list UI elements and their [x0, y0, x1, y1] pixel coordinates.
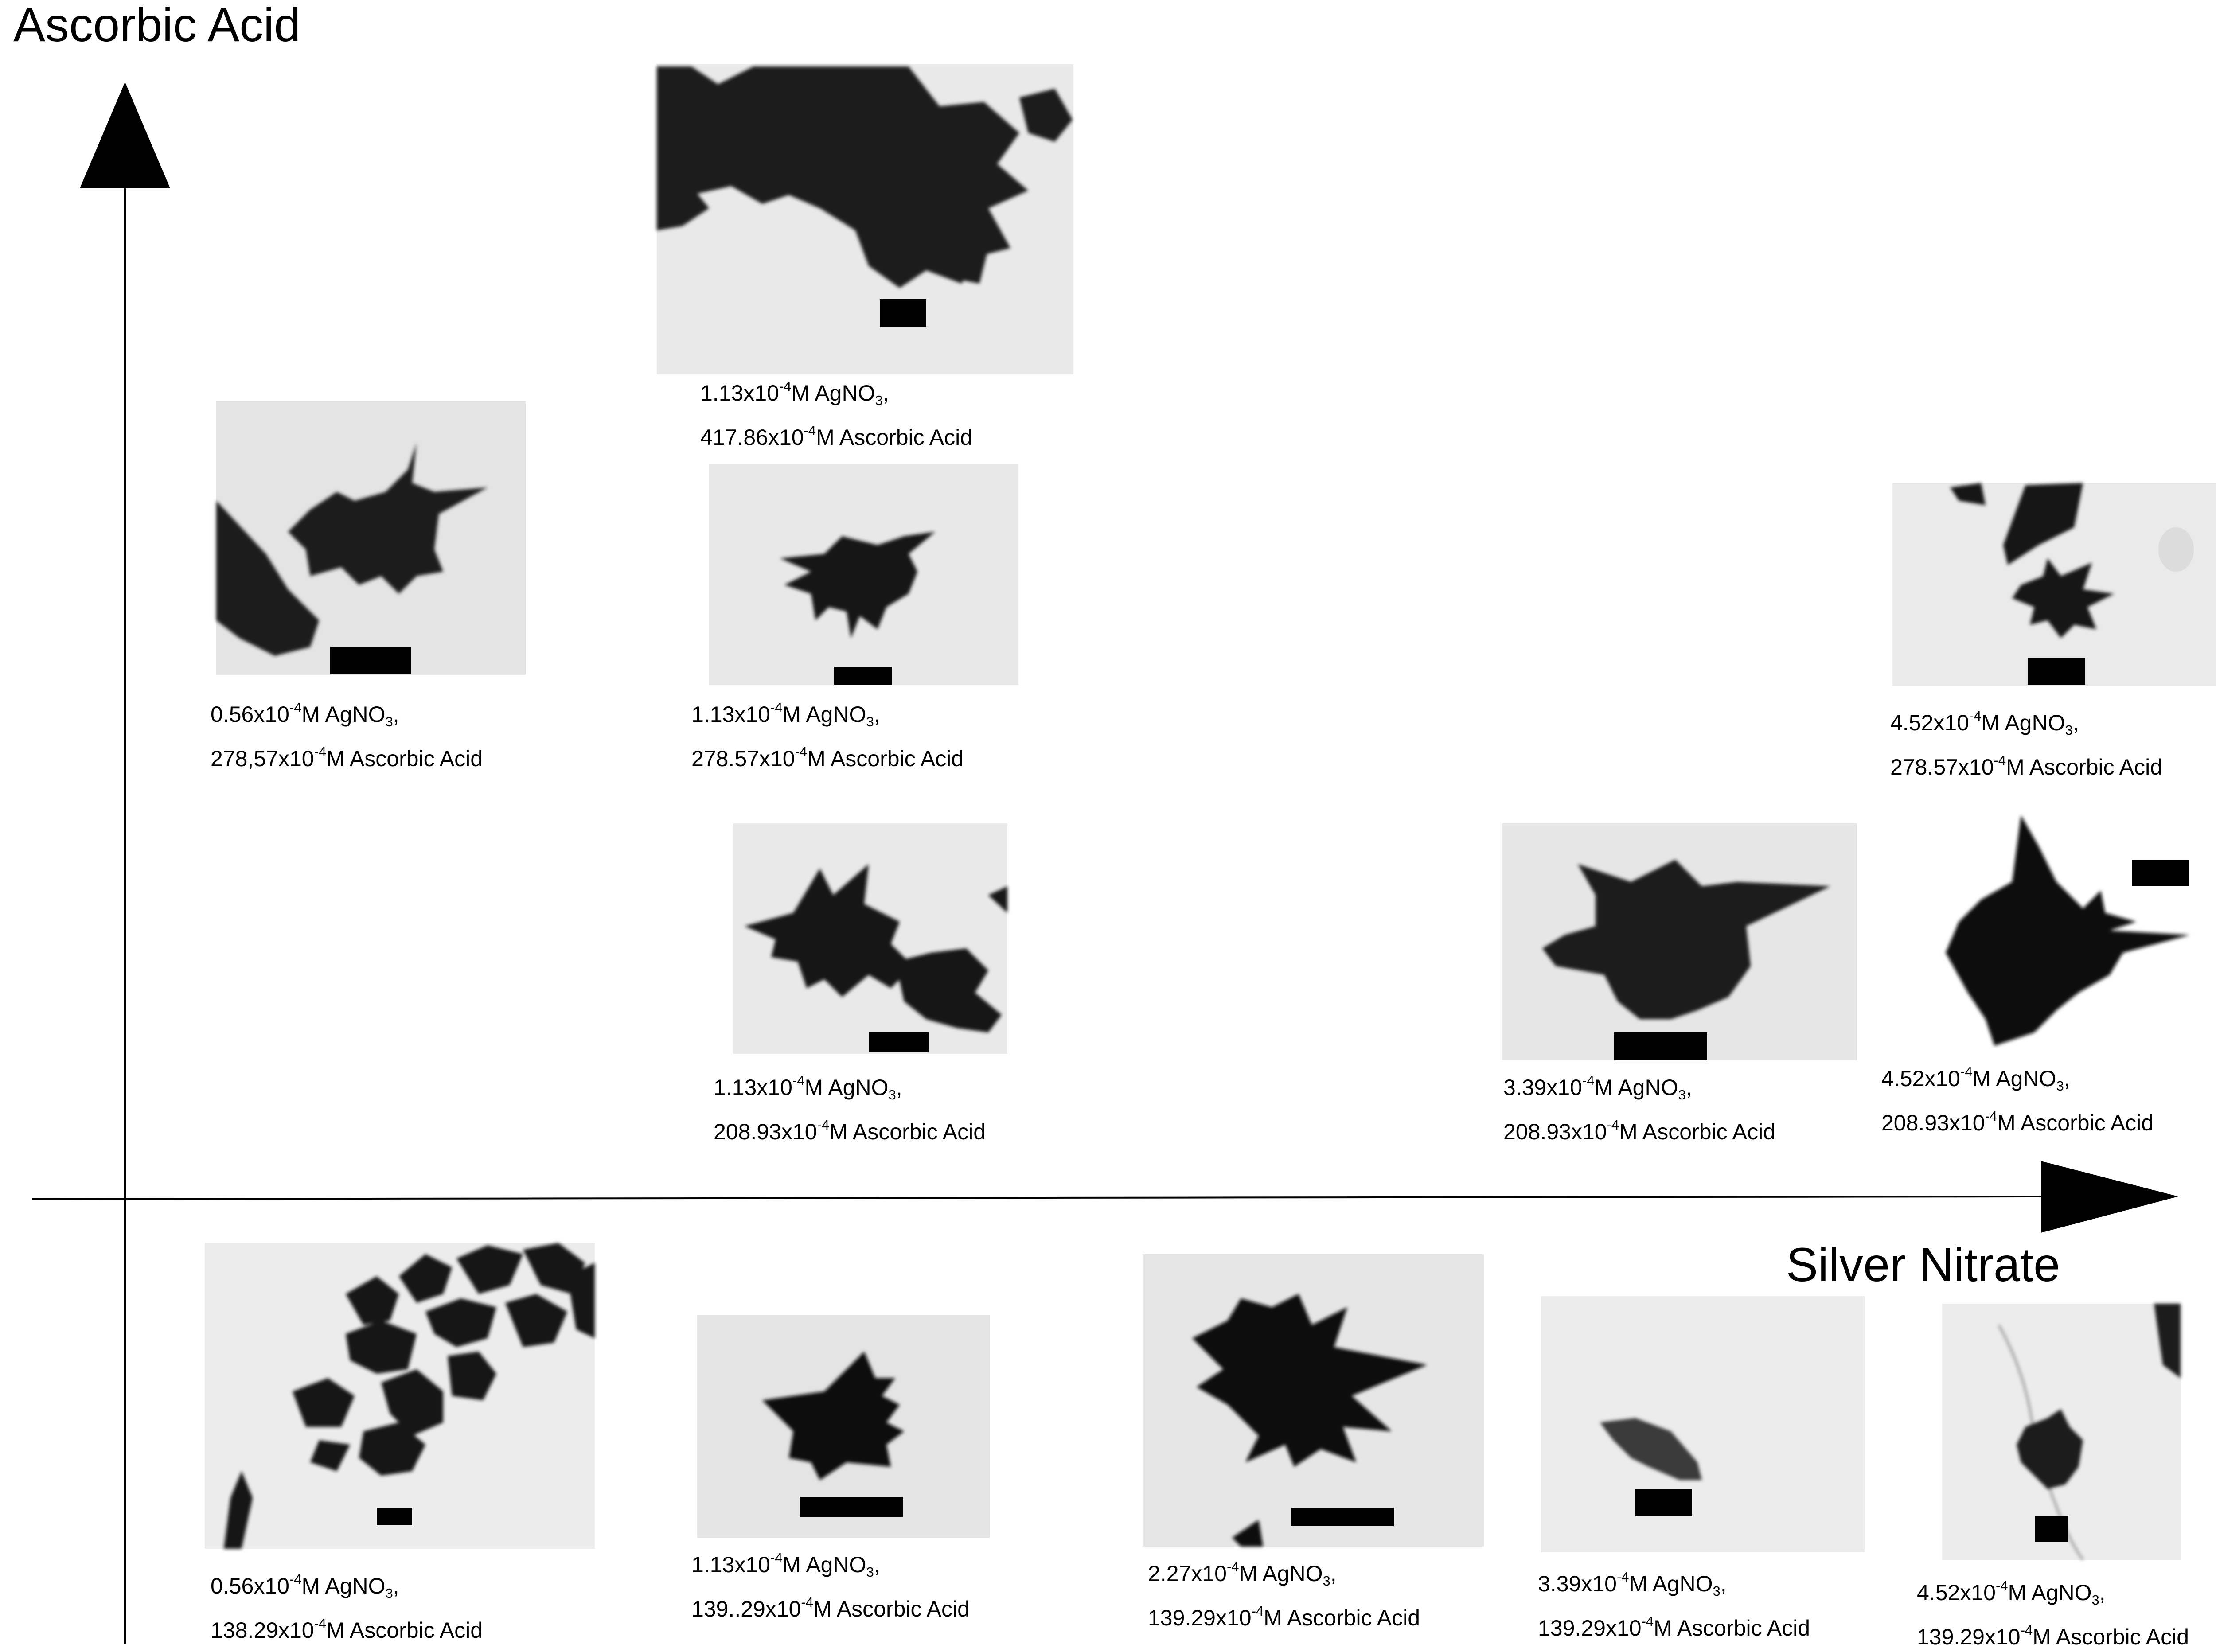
micrograph-p2	[216, 401, 526, 675]
micrograph-p9	[697, 1315, 990, 1538]
caption-p9: 1.13x10-4M AgNO3, 139..29x10-4M Ascorbic…	[691, 1550, 970, 1621]
y-axis-arrowhead	[80, 82, 170, 188]
x-axis-title: Silver Nitrate	[1786, 1238, 2060, 1291]
x-axis-line	[31, 1196, 2044, 1200]
micrograph-p6	[1502, 823, 1857, 1060]
micrograph-p5	[733, 823, 1007, 1054]
micrograph-p3	[709, 464, 1018, 685]
x-axis-arrowhead	[2041, 1161, 2178, 1233]
micrograph-p12	[1942, 1304, 2181, 1561]
micrograph-p4	[1892, 483, 2216, 686]
caption-p2: 0.56x10-4M AgNO3, 278,57x10-4M Ascorbic …	[211, 700, 483, 771]
caption-p6: 3.39x10-4M AgNO3, 208.93x10-4M Ascorbic …	[1503, 1073, 1776, 1144]
caption-p8: 0.56x10-4M AgNO3, 138.29x10-4M Ascorbic …	[211, 1571, 483, 1643]
caption-p10: 2.27x10-4M AgNO3, 139.29x10-4M Ascorbic …	[1148, 1559, 1420, 1630]
micrograph-p8	[205, 1243, 595, 1549]
caption-p5: 1.13x10-4M AgNO3, 208.93x10-4M Ascorbic …	[714, 1073, 986, 1144]
caption-p3: 1.13x10-4M AgNO3, 278.57x10-4M Ascorbic …	[691, 700, 964, 771]
micrograph-p11	[1541, 1296, 1865, 1552]
micrograph-p1	[657, 64, 1073, 374]
caption-p4: 4.52x10-4M AgNO3, 278.57x10-4M Ascorbic …	[1890, 708, 2163, 779]
y-axis-title: Ascorbic Acid	[13, 0, 301, 51]
caption-p7: 4.52x10-4M AgNO3, 208.93x10-4M Ascorbic …	[1881, 1064, 2154, 1135]
micrograph-p10	[1143, 1254, 1484, 1547]
micrograph-p7	[1946, 815, 2189, 1046]
caption-p1: 1.13x10-4M AgNO3, 417.86x10-4M Ascorbic …	[700, 378, 973, 450]
caption-p11: 3.39x10-4M AgNO3, 139.29x10-4M Ascorbic …	[1538, 1569, 1810, 1640]
caption-p12: 4.52x10-4M AgNO3, 139.29x10-4M Ascorbic …	[1917, 1578, 2189, 1649]
